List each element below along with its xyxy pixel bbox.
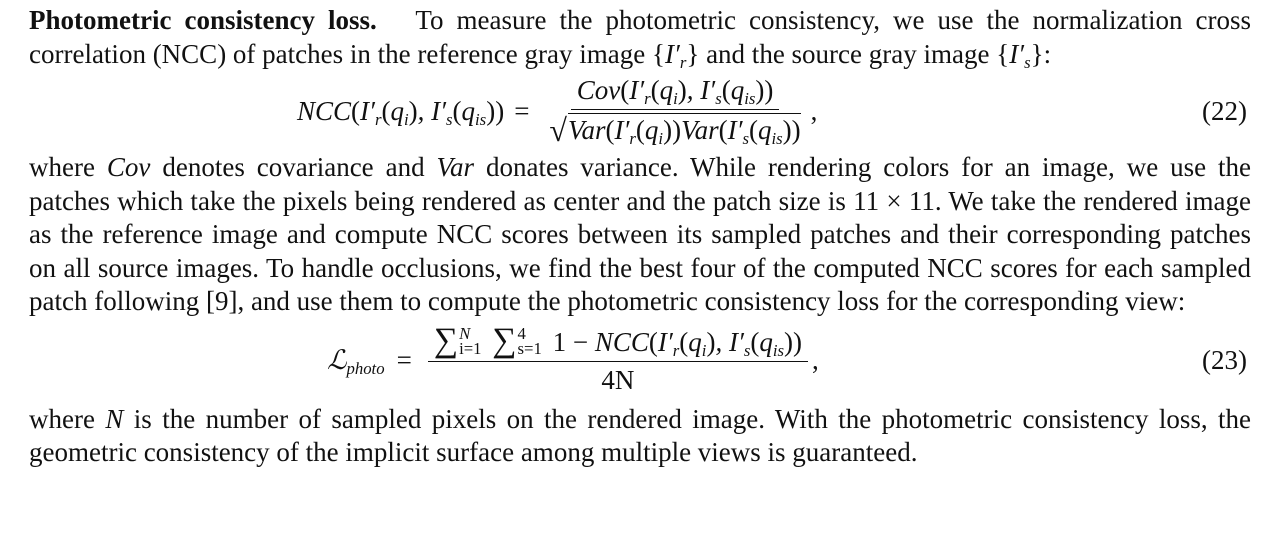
var-symbol: Var	[436, 152, 475, 182]
paragraph-ncc-explanation: where Cov denotes covariance and Var don…	[29, 152, 1252, 316]
ncc-lhs: NCC(I′r(qi), I′s(qis))	[297, 95, 505, 129]
ncc-denominator: √ Var(I′r(qi))Var(I′s(qis))	[549, 111, 801, 148]
equation-22-number: (22)	[1202, 95, 1247, 126]
ncc-numerator: Cov(I′r(qi), I′s(qis))	[570, 75, 780, 110]
paragraph-photometric-intro: Photometric consistency loss. To measure…	[29, 5, 1252, 72]
ncc-fraction: Cov(I′r(qi), I′s(qis)) √ Var(I′r(qi))Var(…	[543, 75, 806, 148]
section-heading: Photometric consistency loss.	[29, 5, 377, 35]
paper-page: Photometric consistency loss. To measure…	[29, 4, 1251, 470]
photo-loss-lhs: ℒphoto	[327, 345, 385, 379]
cov-symbol: Cov	[106, 152, 151, 182]
equation-22: NCC(I′r(qi), I′s(qis)) = Cov(I′r(qi), I′…	[29, 71, 1251, 151]
photo-loss-denominator: 4N	[601, 364, 635, 395]
equation-22-body: NCC(I′r(qi), I′s(qis)) = Cov(I′r(qi), I′…	[297, 74, 818, 148]
source-image-set: {I′s}	[996, 38, 1044, 72]
reference-image-set: {I′r}	[651, 38, 700, 72]
n-symbol: N	[105, 403, 124, 434]
equation-23-number: (23)	[1202, 345, 1247, 375]
intro-text-2: and the source gray image	[706, 38, 990, 69]
intro-text: To measure the photometric consistency, …	[29, 5, 1252, 69]
paragraph-conclusion: where N is the number of sampled pixels …	[29, 403, 1251, 468]
